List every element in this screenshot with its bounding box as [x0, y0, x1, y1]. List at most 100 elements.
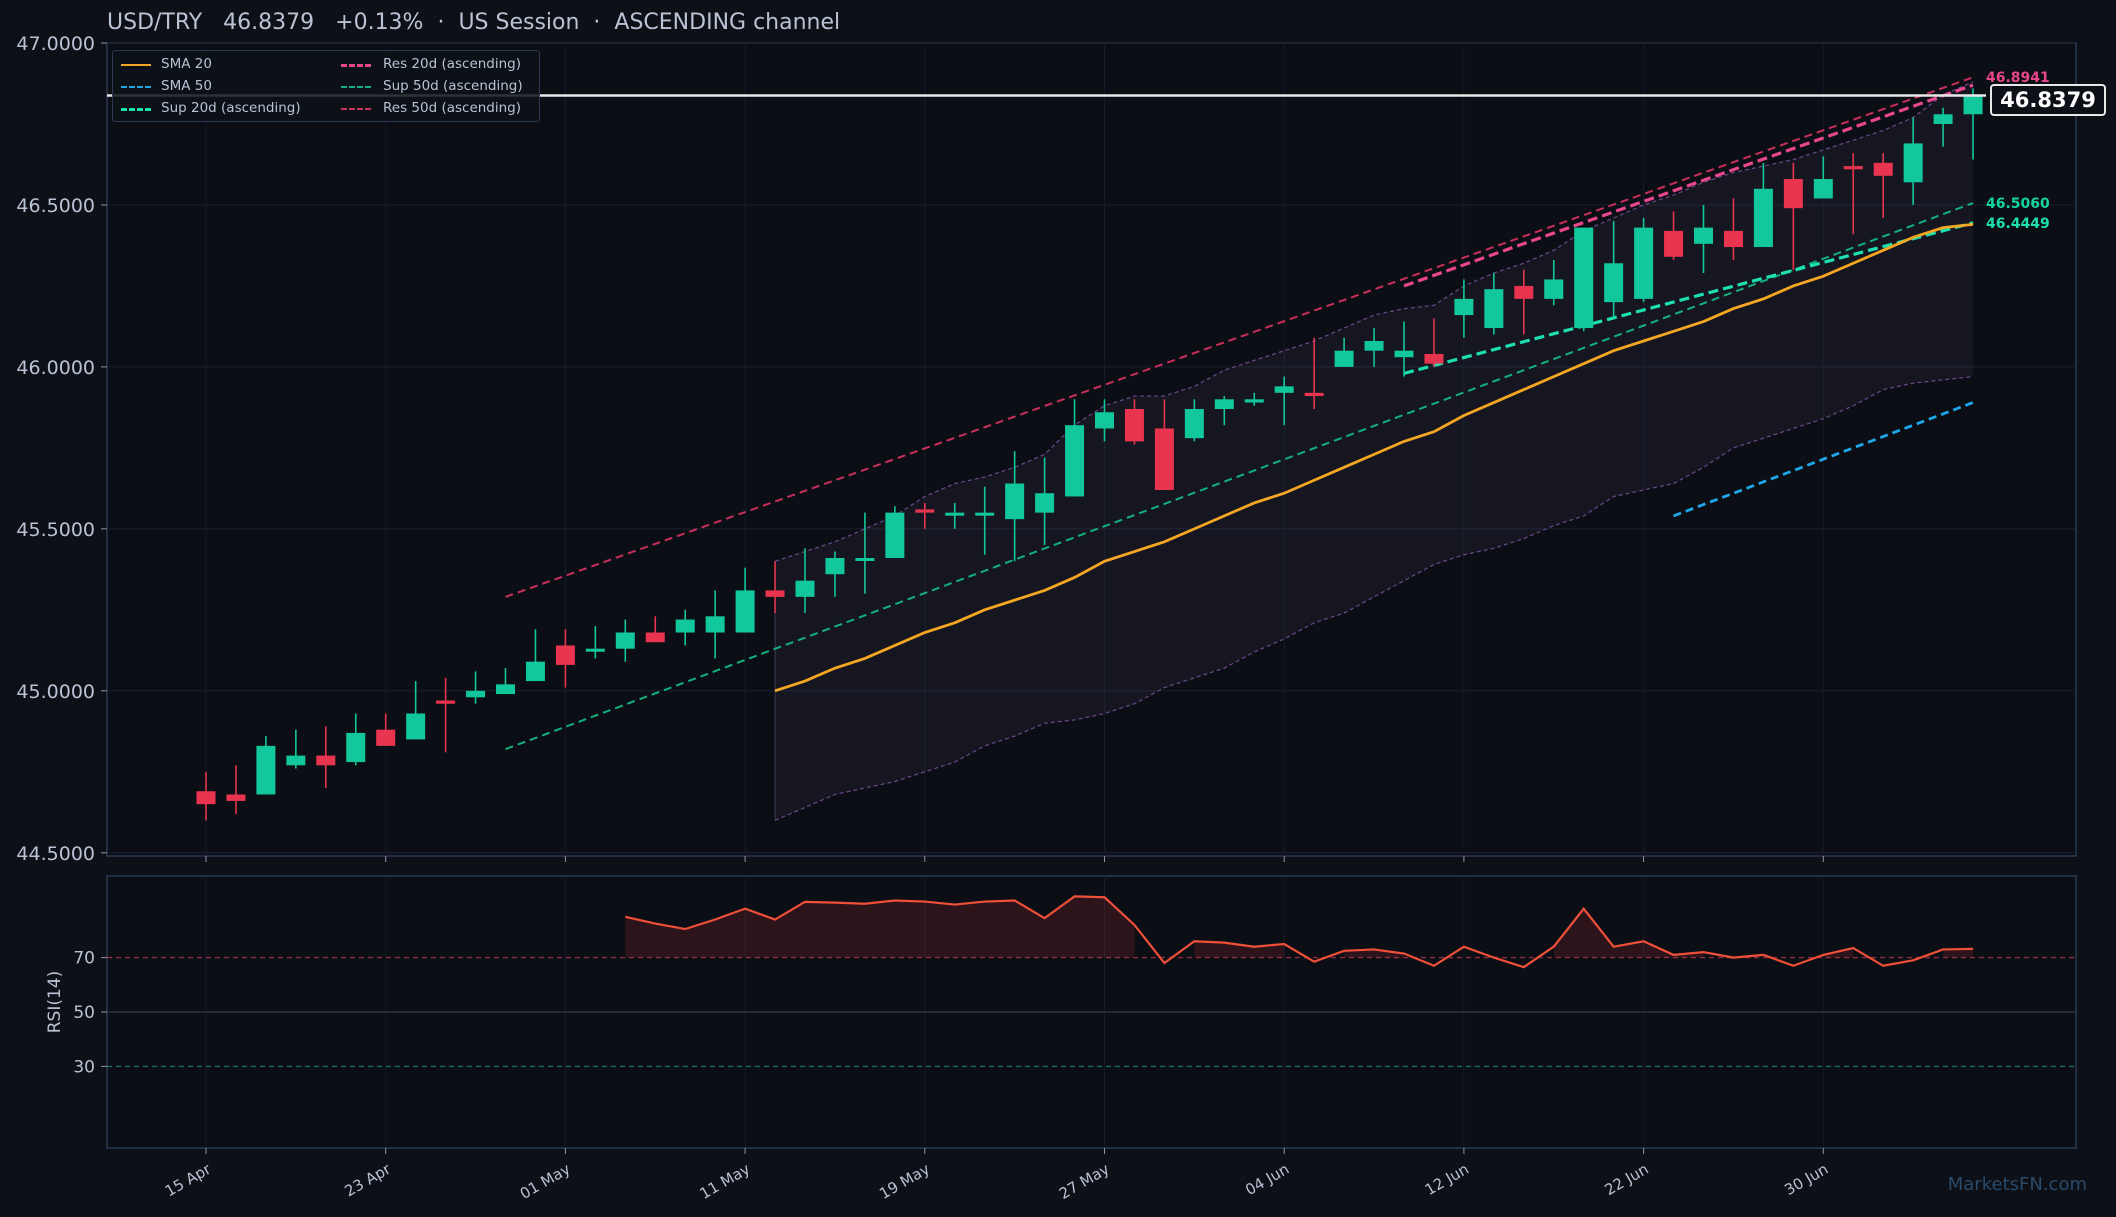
- candle-body-bull: [346, 732, 366, 763]
- y-tick-label: 46.5000: [16, 195, 95, 217]
- candle-body-bull: [1334, 350, 1354, 367]
- trendline-res-20d-ascending-: [1403, 83, 1974, 288]
- chart-header: USD/TRY 46.8379 +0.13% · US Session · AS…: [107, 10, 841, 35]
- legend-swatch-sup20: [121, 108, 151, 111]
- candle-body-bull: [496, 684, 515, 695]
- price-panel: [106, 42, 2077, 857]
- candle-body-bear: [1124, 409, 1144, 442]
- candle-body-bull: [466, 690, 486, 698]
- x-tick-label: 30 Jun: [1781, 1160, 1831, 1199]
- candle-body-bull: [525, 661, 545, 682]
- candle-body-bear: [196, 791, 216, 805]
- candle-body-bull: [1484, 289, 1504, 329]
- legend-swatch-sup50: [341, 86, 371, 88]
- candle-body-bull: [1604, 263, 1624, 303]
- x-tick-label: 27 May: [1056, 1160, 1113, 1203]
- candle-body-bull: [825, 558, 845, 575]
- candle-body-bull: [406, 713, 426, 740]
- bollinger-upper: [774, 81, 1974, 562]
- trendline-sma-50: [1673, 401, 1974, 518]
- sma20-line: [774, 222, 1974, 693]
- candle-body-bull: [585, 648, 605, 652]
- candle-body-bear: [1783, 179, 1803, 209]
- x-tick-label: 15 Apr: [162, 1159, 215, 1200]
- candle-body-bull: [1065, 425, 1085, 497]
- y-tick-label: 47.0000: [16, 33, 95, 55]
- legend-swatch-res20: [341, 64, 371, 67]
- candle-body-bull: [705, 616, 725, 633]
- pattern-label: ASCENDING channel: [614, 10, 841, 35]
- candle-body-bear: [1304, 392, 1324, 397]
- candle-body-bull: [1364, 340, 1384, 351]
- candle-body-bull: [615, 632, 635, 649]
- last-price-tag: 46.8379: [1990, 84, 2106, 116]
- candle-body-bull: [1214, 399, 1234, 410]
- x-tick-label: 23 Apr: [342, 1159, 395, 1200]
- candle-body-bear: [1154, 428, 1174, 490]
- y-tick-label: 45.5000: [16, 519, 95, 541]
- candle-body-bear: [765, 590, 785, 597]
- candle-body-bull: [1095, 412, 1114, 429]
- trendline-sup-50d-ascending-: [505, 202, 1974, 751]
- legend-item-sup20: Sup 20d (ascending): [161, 100, 301, 116]
- candle-body-bull: [1933, 114, 1953, 124]
- candle-body-bear: [1873, 162, 1893, 176]
- rsi-overbought-fill: [1344, 949, 1404, 958]
- candle-body-bull: [1244, 399, 1264, 403]
- x-tick-label: 04 Jun: [1242, 1160, 1292, 1199]
- price-label: 46.8379: [223, 10, 315, 35]
- candle-body-bull: [1005, 483, 1025, 520]
- candle-body-bull: [1963, 94, 1983, 115]
- legend-swatch-sma50: [121, 86, 151, 88]
- candle-body-bull: [1544, 279, 1564, 299]
- candle-body-bull: [885, 512, 905, 559]
- candle-body-bull: [1694, 227, 1713, 244]
- candle-body-bull: [1035, 493, 1055, 513]
- candle-body-bear: [376, 729, 396, 746]
- candle-body-bull: [1753, 188, 1773, 248]
- bollinger-lower: [774, 376, 1974, 821]
- x-tick-label: 11 May: [697, 1160, 754, 1203]
- candle-body-bear: [226, 794, 246, 801]
- change-label: +0.13%: [335, 10, 424, 35]
- candle-body-bear: [316, 755, 336, 766]
- candle-body-bear: [1843, 166, 1863, 170]
- candle-body-bull: [286, 755, 306, 766]
- symbol-label: USD/TRY: [107, 10, 203, 35]
- y-tick-label: 46.0000: [16, 357, 95, 379]
- y-tick-label: 44.5000: [16, 843, 95, 865]
- x-tick-label: 22 Jun: [1602, 1160, 1652, 1199]
- legend-item-res20: Res 20d (ascending): [383, 56, 522, 72]
- candle-body-bull: [795, 580, 815, 597]
- legend-item-sup50: Sup 50d (ascending): [383, 78, 523, 94]
- candle-body-bear: [915, 509, 935, 513]
- session-label: US Session: [458, 10, 580, 35]
- bollinger-band-fill: [775, 81, 1974, 821]
- level-label-res20: 46.8941: [1986, 70, 2050, 86]
- x-tick-label: 12 Jun: [1422, 1160, 1472, 1199]
- rsi-line: [625, 895, 1974, 969]
- candle-body-bear: [1664, 230, 1684, 257]
- candle-body-bear: [1514, 285, 1534, 299]
- candle-body-bull: [1184, 409, 1204, 439]
- legend-item-sma20: SMA 20: [161, 56, 212, 72]
- rsi-tick-label: 70: [73, 949, 95, 969]
- rsi-overbought-fill: [1194, 941, 1285, 958]
- rsi-overbought-fill: [1553, 908, 1704, 958]
- candle-body-bull: [1274, 386, 1294, 393]
- candle-body-bull: [945, 512, 965, 516]
- chart-legend: SMA 20 SMA 50 Sup 20d (ascending) Res 20…: [112, 50, 540, 122]
- legend-swatch-res50: [341, 108, 371, 110]
- rsi-tick-label: 30: [73, 1057, 95, 1077]
- rsi-overbought-fill: [1943, 948, 1974, 958]
- watermark: MarketsFN.com: [1947, 1174, 2087, 1195]
- candle-body-bull: [675, 619, 695, 633]
- candle-body-bear: [1424, 353, 1444, 364]
- legend-item-res50: Res 50d (ascending): [383, 100, 522, 116]
- candle-body-bear: [1723, 230, 1743, 248]
- candle-body-bull: [1634, 227, 1654, 299]
- candle-body-bear: [436, 700, 456, 704]
- rsi-axis-label: RSI(14): [45, 971, 65, 1034]
- level-label-sup20: 46.4449: [1986, 216, 2050, 232]
